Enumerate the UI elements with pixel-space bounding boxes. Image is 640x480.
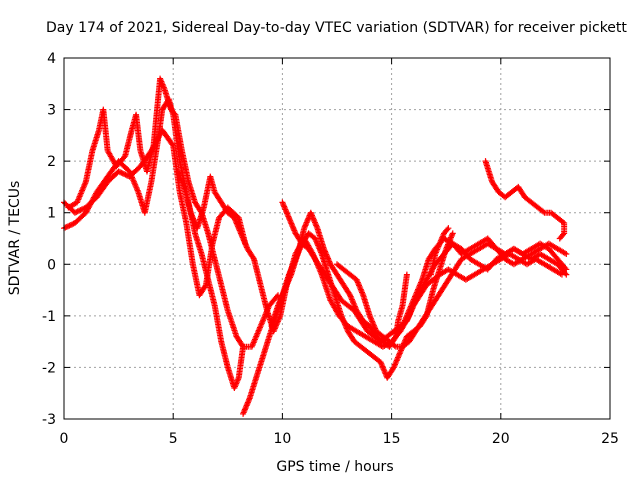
series-trace-11	[482, 158, 568, 242]
data-point	[74, 208, 81, 215]
data-point	[557, 234, 564, 241]
y-tick-label: 2	[47, 154, 56, 170]
x-tick-label: 10	[273, 431, 291, 447]
data-point	[250, 254, 257, 261]
data-point	[403, 271, 410, 278]
data-points	[61, 75, 570, 417]
data-point	[116, 169, 123, 176]
data-point	[559, 218, 566, 225]
data-point	[563, 266, 570, 273]
data-point	[78, 206, 85, 213]
data-point	[76, 207, 83, 214]
x-tick-label: 25	[601, 431, 619, 447]
x-tick-label: 20	[492, 431, 510, 447]
data-point	[171, 110, 178, 117]
y-axis-label: SDTVAR / TECUs	[7, 181, 23, 296]
series-trace-3	[65, 75, 282, 350]
data-point	[562, 265, 569, 272]
y-tick-label: -2	[42, 360, 56, 376]
data-point	[445, 225, 452, 232]
data-point	[558, 271, 565, 278]
data-point	[77, 207, 84, 214]
data-point	[556, 235, 563, 242]
y-tick-label: -1	[42, 309, 56, 325]
y-tick-label: 4	[47, 51, 56, 67]
data-point	[169, 141, 176, 148]
x-tick-label: 5	[169, 431, 178, 447]
y-tick-label: 0	[47, 257, 56, 273]
x-axis-label: GPS time / hours	[276, 459, 393, 475]
series-trace-8	[334, 240, 570, 350]
y-tick-label: -3	[42, 412, 56, 428]
data-point	[118, 169, 125, 176]
data-point	[69, 221, 76, 228]
data-point	[63, 223, 70, 230]
series-trace-10	[427, 225, 452, 278]
x-tick-label: 15	[383, 431, 401, 447]
data-point	[66, 222, 73, 229]
x-tick-label: 0	[60, 431, 69, 447]
chart-title: Day 174 of 2021, Sidereal Day-to-day VTE…	[46, 20, 627, 36]
data-point	[67, 221, 74, 228]
data-point	[444, 226, 451, 233]
y-tick-label: 1	[47, 206, 56, 222]
data-point	[119, 170, 126, 177]
data-point	[65, 223, 72, 230]
y-tick-label: 3	[47, 103, 56, 119]
plot-frame	[63, 57, 611, 420]
data-point	[122, 171, 129, 178]
data-point	[121, 171, 128, 178]
data-point	[540, 208, 547, 215]
data-point	[62, 224, 69, 231]
data-point	[563, 250, 570, 257]
data-point	[71, 209, 78, 216]
data-point	[73, 209, 80, 216]
data-point	[391, 342, 398, 349]
tick-labels: 0 5 10 15 20 25 -3 -2 -1 0 1 2 3 4	[42, 51, 619, 447]
data-point	[115, 168, 122, 175]
series-trace-9	[392, 271, 410, 340]
series-trace-7	[279, 199, 565, 345]
data-point	[449, 230, 456, 237]
